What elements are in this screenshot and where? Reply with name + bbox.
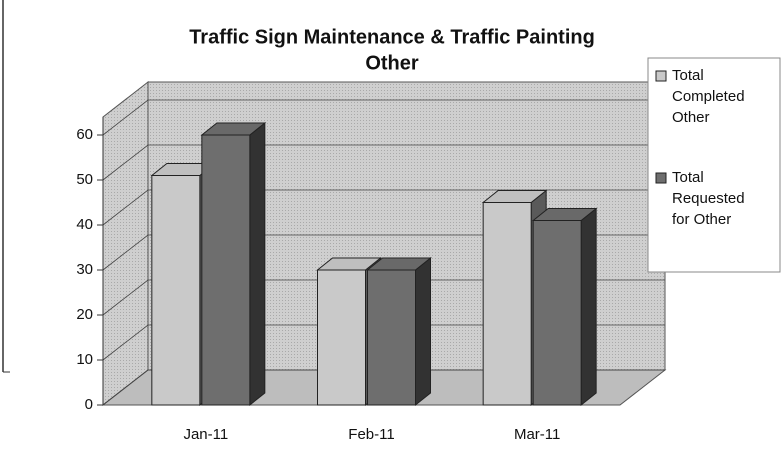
legend-label: Total: [672, 67, 704, 84]
grid-line: [102, 189, 665, 226]
bar: [201, 134, 251, 406]
y-tick-label: 60: [76, 126, 93, 143]
bar-side: [580, 207, 597, 407]
legend-label: for Other: [672, 211, 731, 228]
y-tick-label: 40: [76, 216, 93, 233]
grid-line: [102, 144, 665, 181]
plot-area: 0 10 20 30 40 50 60 Jan-11 Feb-11 Mar-11: [76, 80, 667, 443]
y-tick-label: 30: [76, 261, 93, 278]
legend-label: Requested: [672, 190, 745, 207]
bar: [151, 175, 201, 406]
bar: [317, 269, 366, 406]
legend: [647, 57, 781, 273]
chart-title: Traffic Sign Maintenance & Traffic Paint…: [189, 26, 595, 48]
legend-label: Total: [672, 169, 704, 186]
bar: [482, 202, 532, 406]
x-tick-label: Mar-11: [514, 426, 560, 443]
bar-side: [249, 121, 266, 407]
y-tick-label: 50: [76, 171, 93, 188]
bar-side: [415, 256, 431, 407]
bar: [532, 220, 582, 406]
y-tick-label: 10: [76, 351, 93, 368]
chart-title: Other: [365, 52, 419, 74]
y-tick-label: 20: [76, 306, 93, 323]
side-wall: [102, 80, 149, 407]
grid-line: [102, 99, 665, 136]
legend-swatch: [655, 70, 667, 82]
legend-swatch: [655, 172, 667, 184]
legend-label: Other: [672, 109, 710, 126]
bar: [367, 269, 416, 406]
x-tick-label: Feb-11: [348, 426, 394, 443]
legend-label: Completed: [672, 88, 745, 105]
y-tick-label: 0: [85, 396, 93, 413]
x-tick-label: Jan-11: [183, 426, 228, 443]
